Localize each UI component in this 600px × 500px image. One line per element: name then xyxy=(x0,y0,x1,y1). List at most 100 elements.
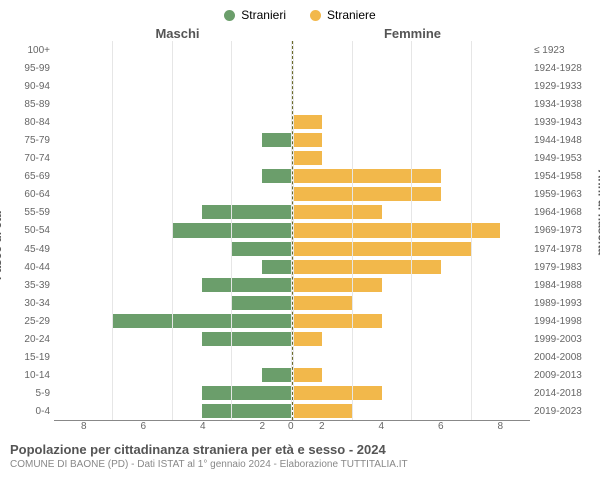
y-tick-birth: 1989-1993 xyxy=(530,294,590,312)
bar-row-female xyxy=(293,402,531,420)
y-tick-birth: 1949-1953 xyxy=(530,150,590,168)
bar-row-female xyxy=(293,203,531,221)
header-female: Femmine xyxy=(295,26,590,41)
bar-row-female xyxy=(293,149,531,167)
bar-row-female xyxy=(293,312,531,330)
y-tick-age: 35-39 xyxy=(10,276,54,294)
bar-female xyxy=(293,115,323,129)
bar-female xyxy=(293,368,323,382)
column-headers: Maschi Femmine xyxy=(10,26,590,41)
bar-female xyxy=(293,242,471,256)
bar-row-male xyxy=(54,402,292,420)
bar-row-female xyxy=(293,59,531,77)
y-tick-age: 95-99 xyxy=(10,59,54,77)
bars-male xyxy=(54,41,293,420)
y-tick-birth: 1934-1938 xyxy=(530,95,590,113)
bar-male xyxy=(202,278,291,292)
bar-female xyxy=(293,205,382,219)
bar-row-male xyxy=(54,131,292,149)
y-tick-birth: 2019-2023 xyxy=(530,403,590,421)
bar-female xyxy=(293,278,382,292)
bar-row-female xyxy=(293,95,531,113)
y-tick-age: 80-84 xyxy=(10,113,54,131)
y-tick-birth: 1929-1933 xyxy=(530,77,590,95)
bar-row-male xyxy=(54,167,292,185)
bar-male xyxy=(262,260,292,274)
bar-row-female xyxy=(293,348,531,366)
bar-male xyxy=(232,242,291,256)
x-tick: 8 xyxy=(471,421,531,432)
y-tick-age: 75-79 xyxy=(10,131,54,149)
x-axis: 2468 0 2468 xyxy=(10,421,590,432)
bar-row-male xyxy=(54,59,292,77)
y-axis-title-right: Anni di nascita xyxy=(595,170,600,255)
bar-row-male xyxy=(54,276,292,294)
bar-male xyxy=(202,332,291,346)
y-tick-birth: 2004-2008 xyxy=(530,349,590,367)
pyramid-chart: Fasce di età Anni di nascita Stranieri S… xyxy=(0,0,600,500)
y-tick-age: 25-29 xyxy=(10,312,54,330)
x-tick: 4 xyxy=(173,421,233,432)
legend-label-male: Stranieri xyxy=(241,8,286,22)
bar-female xyxy=(293,133,323,147)
bar-male xyxy=(262,368,292,382)
bar-row-male xyxy=(54,366,292,384)
bar-female xyxy=(293,404,352,418)
y-tick-birth: 1939-1943 xyxy=(530,113,590,131)
bar-male xyxy=(173,223,292,237)
bar-row-female xyxy=(293,167,531,185)
y-tick-birth: 1984-1988 xyxy=(530,276,590,294)
bar-row-female xyxy=(293,185,531,203)
y-tick-birth: 1969-1973 xyxy=(530,222,590,240)
y-tick-birth: 2009-2013 xyxy=(530,367,590,385)
bar-female xyxy=(293,260,441,274)
x-tick: 6 xyxy=(114,421,174,432)
y-tick-birth: 1924-1928 xyxy=(530,59,590,77)
bar-row-male xyxy=(54,149,292,167)
bar-row-male xyxy=(54,294,292,312)
y-tick-birth: 1979-1983 xyxy=(530,258,590,276)
bar-male xyxy=(113,314,291,328)
bar-row-female xyxy=(293,330,531,348)
bar-male xyxy=(262,133,292,147)
y-tick-age: 30-34 xyxy=(10,294,54,312)
y-tick-birth: 1959-1963 xyxy=(530,186,590,204)
y-axis-left: 100+95-9990-9485-8980-8475-7970-7465-696… xyxy=(10,41,54,421)
header-male: Maschi xyxy=(10,26,295,41)
bar-row-male xyxy=(54,240,292,258)
y-tick-birth: 1964-1968 xyxy=(530,204,590,222)
bar-row-male xyxy=(54,41,292,59)
y-tick-birth: ≤ 1923 xyxy=(530,41,590,59)
bar-row-male xyxy=(54,330,292,348)
bar-male xyxy=(202,404,291,418)
bar-row-female xyxy=(293,366,531,384)
bar-female xyxy=(293,169,441,183)
bar-row-male xyxy=(54,95,292,113)
bar-female xyxy=(293,386,382,400)
bar-row-female xyxy=(293,258,531,276)
y-axis-title-left: Fasce di età xyxy=(0,211,4,280)
plot-area: 100+95-9990-9485-8980-8475-7970-7465-696… xyxy=(10,41,590,421)
x-tick: 6 xyxy=(411,421,471,432)
legend-item-male: Stranieri xyxy=(224,8,286,22)
bar-row-male xyxy=(54,203,292,221)
caption-title: Popolazione per cittadinanza straniera p… xyxy=(10,442,590,457)
y-tick-age: 10-14 xyxy=(10,367,54,385)
y-tick-age: 100+ xyxy=(10,41,54,59)
y-tick-birth: 2014-2018 xyxy=(530,385,590,403)
bar-row-male xyxy=(54,185,292,203)
bar-female xyxy=(293,314,382,328)
bars-area xyxy=(54,41,530,421)
bar-row-male xyxy=(54,113,292,131)
bar-row-female xyxy=(293,221,531,239)
legend: Stranieri Straniere xyxy=(10,8,590,22)
legend-label-female: Straniere xyxy=(327,8,376,22)
bar-row-female xyxy=(293,113,531,131)
y-tick-age: 20-24 xyxy=(10,331,54,349)
y-axis-right: ≤ 19231924-19281929-19331934-19381939-19… xyxy=(530,41,590,421)
bar-row-male xyxy=(54,221,292,239)
bar-row-female xyxy=(293,77,531,95)
bar-female xyxy=(293,151,323,165)
y-tick-age: 50-54 xyxy=(10,222,54,240)
y-tick-age: 65-69 xyxy=(10,168,54,186)
